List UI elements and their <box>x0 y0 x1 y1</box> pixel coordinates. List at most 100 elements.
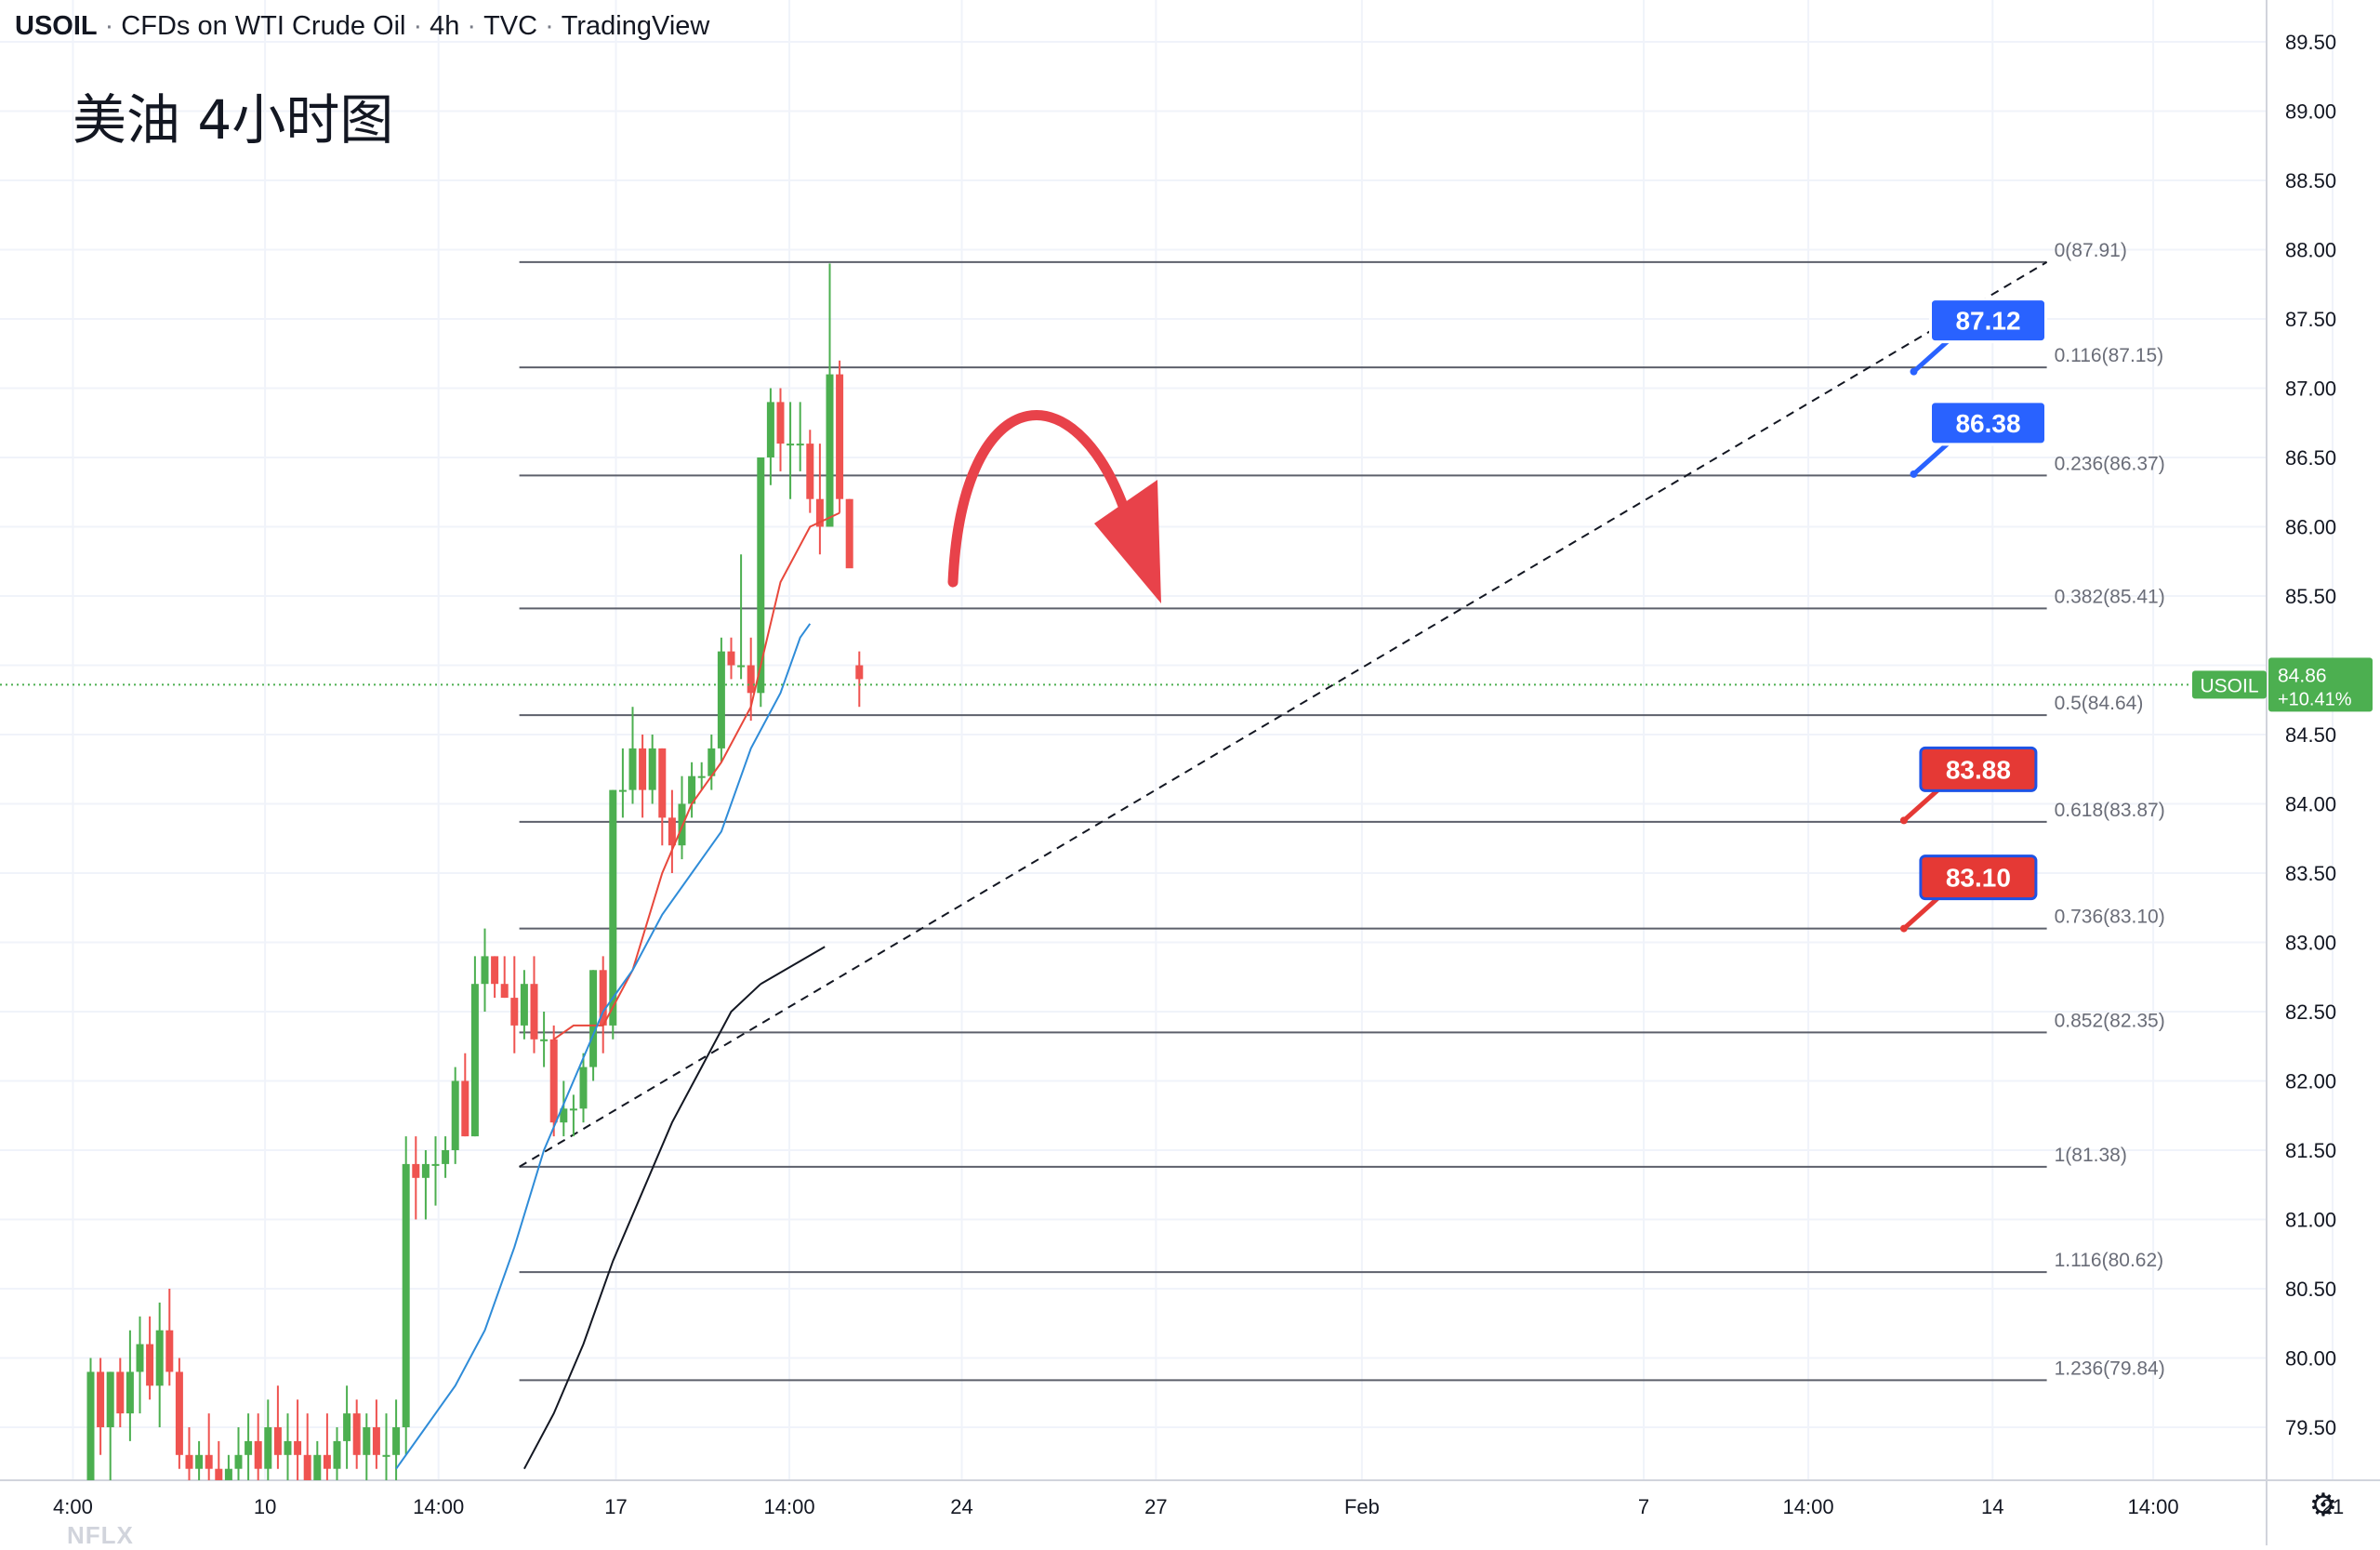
moving-average-line <box>395 623 812 1470</box>
time-axis-tick-label: 27 <box>1144 1495 1167 1518</box>
candle-body <box>628 748 637 790</box>
candle-body <box>481 956 489 985</box>
candle-body <box>845 498 853 569</box>
candle-body <box>520 984 528 1026</box>
symbol-price-badge <box>2192 670 2267 699</box>
price-callout-pointer <box>1902 894 1941 931</box>
gear-icon[interactable]: ⚙ <box>2308 1488 2338 1523</box>
candle-body <box>737 665 746 668</box>
candle-body <box>569 1108 577 1111</box>
fib-level-label: 0(87.91) <box>2055 240 2127 261</box>
price-axis-tick-label: 82.50 <box>2285 1000 2336 1024</box>
candle-body <box>205 1454 213 1469</box>
tradingview-watermark: NFLX <box>67 1521 134 1549</box>
price-callout-pointer <box>1902 787 1941 823</box>
time-axis-tick-label: 17 <box>604 1495 627 1518</box>
fib-level-label: 1(81.38) <box>2055 1145 2127 1166</box>
candle-body <box>97 1371 105 1427</box>
time-axis-tick-label: 14:00 <box>764 1495 815 1518</box>
symbol-description: CFDs on WTI Crude Oil <box>121 11 406 41</box>
price-axis-tick-label: 79.50 <box>2285 1416 2336 1439</box>
price-axis-tick-label: 89.50 <box>2285 31 2336 54</box>
price-callout-label: 87.12 <box>1955 307 2020 336</box>
price-axis-tick-label: 86.50 <box>2285 446 2336 470</box>
time-axis-tick-label: 24 <box>950 1495 972 1518</box>
price-axis-tick-label: 81.50 <box>2285 1139 2336 1162</box>
candle-body <box>510 998 519 1026</box>
price-axis-tick-label: 87.50 <box>2285 308 2336 331</box>
candle-body <box>185 1454 193 1469</box>
candle-body <box>421 1163 430 1178</box>
header-separator: · <box>413 11 423 41</box>
time-axis-tick-label: 21 <box>2321 1495 2344 1518</box>
price-callout-box <box>1929 298 2047 344</box>
candle-body <box>343 1413 351 1441</box>
moving-average-line <box>523 983 761 1470</box>
time-axis-tick-label: 14 <box>1981 1495 2003 1518</box>
price-axis-tick-label: 88.50 <box>2285 169 2336 192</box>
candle-body <box>372 1427 380 1455</box>
moving-average-line <box>553 511 840 1040</box>
candle-body <box>126 1371 134 1414</box>
candle-body <box>165 1330 174 1372</box>
time-axis-tick-label: 14:00 <box>2128 1495 2179 1518</box>
candle-body <box>215 1468 223 1480</box>
forecast-arrow <box>947 410 1137 588</box>
interval-label[interactable]: 4h <box>430 11 460 41</box>
candle-body <box>787 444 795 446</box>
time-axis-tick-label: 10 <box>254 1495 276 1518</box>
exchange-label: TVC <box>483 11 538 41</box>
candle-body <box>540 1039 549 1041</box>
candle-body <box>491 956 499 985</box>
candle-body <box>717 651 725 749</box>
candle-body <box>313 1454 322 1480</box>
candle-body <box>500 984 509 999</box>
candle-body <box>855 665 864 680</box>
price-callout-label: 86.38 <box>1955 409 2020 438</box>
moving-average-line <box>760 946 826 986</box>
symbol-name[interactable]: USOIL <box>15 11 98 41</box>
price-callout-box <box>1919 854 2038 901</box>
price-axis-tick-label: 82.00 <box>2285 1070 2336 1093</box>
chart-header: USOIL · CFDs on WTI Crude Oil · 4h · TVC · Tradi… <box>15 11 709 42</box>
candle-body <box>727 651 735 666</box>
candle-body <box>618 789 627 792</box>
candle-body <box>815 498 824 527</box>
candle-body <box>254 1440 262 1469</box>
time-axis-tick-label: 4:00 <box>53 1495 93 1518</box>
price-callout-label: 83.10 <box>1946 864 2011 893</box>
candle-body <box>451 1080 459 1150</box>
last-price-badge <box>2268 657 2373 712</box>
fib-level-label: 0.116(87.15) <box>2055 345 2164 366</box>
candle-body <box>589 970 598 1067</box>
fib-level-label: 1.116(80.62) <box>2055 1250 2164 1271</box>
candle-body <box>688 775 696 804</box>
candle-body <box>284 1440 292 1455</box>
last-price-change: +10.41% <box>2278 689 2352 709</box>
fib-level-label: 0.618(83.87) <box>2055 800 2165 821</box>
price-callout-anchor <box>1910 367 1918 376</box>
price-axis-tick-label: 89.00 <box>2285 100 2336 124</box>
price-callout-box <box>1929 400 2047 446</box>
fib-level-label: 1.236(79.84) <box>2055 1358 2165 1379</box>
candle-body <box>294 1440 302 1455</box>
fib-level-label: 0.5(84.64) <box>2055 693 2144 714</box>
candle-body <box>461 1080 469 1137</box>
candle-body <box>599 970 607 1026</box>
candle-body <box>826 374 834 527</box>
candle-body <box>224 1468 232 1480</box>
candle-body <box>382 1454 390 1457</box>
candle-body <box>363 1427 371 1455</box>
candle-body <box>707 748 716 776</box>
candle-body <box>776 402 785 444</box>
price-axis-tick-label: 81.00 <box>2285 1209 2336 1232</box>
candle-body <box>766 402 774 457</box>
candle-body <box>195 1454 204 1469</box>
price-callout-label: 83.88 <box>1946 755 2011 784</box>
candle-body <box>549 1039 558 1123</box>
price-axis-tick-label: 80.50 <box>2285 1278 2336 1301</box>
fib-level-label: 0.852(82.35) <box>2055 1010 2165 1031</box>
price-axis-tick-label: 85.50 <box>2285 585 2336 608</box>
candle-body <box>333 1440 341 1469</box>
